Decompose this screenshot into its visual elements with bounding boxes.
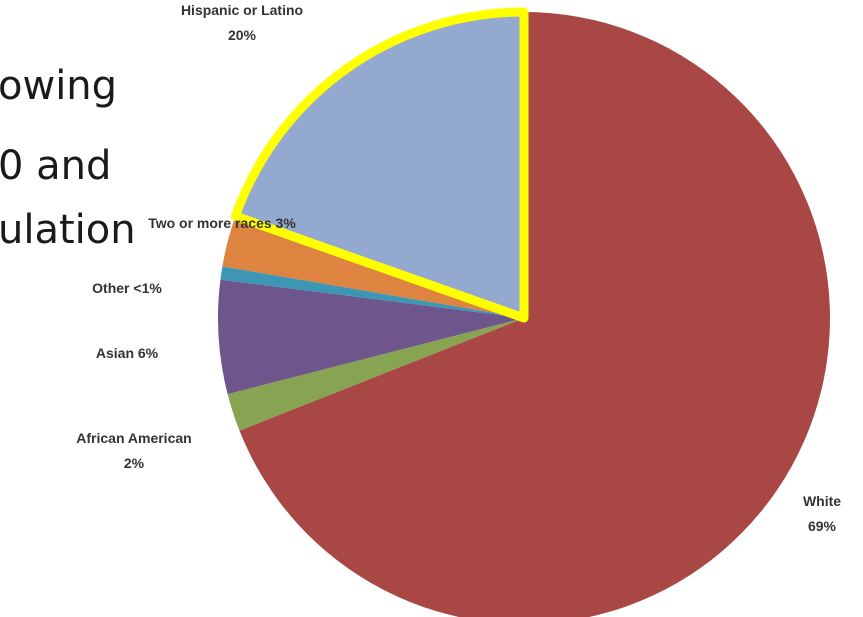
slice-label-line: African American bbox=[76, 430, 191, 446]
slice-label-line: 20% bbox=[228, 27, 257, 43]
pie-slices bbox=[218, 7, 830, 617]
slice-label-line: White bbox=[803, 493, 841, 509]
slice-label-white: White 69% bbox=[803, 493, 841, 534]
slice-label-two-or-more-races: Two or more races 3% bbox=[148, 215, 296, 231]
slice-label-line: 69% bbox=[808, 518, 837, 534]
background-text-line-3: ulation bbox=[0, 207, 136, 253]
slice-label-asian: Asian 6% bbox=[96, 345, 159, 361]
highlight-outline-hispanic-or-latino bbox=[230, 7, 529, 323]
pie-slice-other bbox=[220, 266, 524, 318]
pie-slice-asian bbox=[218, 279, 524, 395]
pie-slice-white bbox=[239, 12, 830, 617]
slice-label-line: Asian 6% bbox=[96, 345, 159, 361]
slice-label-hispanic-or-latino: Hispanic or Latino 20% bbox=[181, 2, 303, 43]
background-text-line-1: owing bbox=[0, 63, 118, 109]
pie-slice-african-american bbox=[227, 318, 524, 431]
slice-label-african-american: African American 2% bbox=[76, 430, 191, 471]
slice-label-line: Two or more races 3% bbox=[148, 215, 296, 231]
slice-label-line: 2% bbox=[124, 455, 145, 471]
slice-label-line: Other <1% bbox=[92, 280, 162, 296]
slice-label-other: Other <1% bbox=[92, 280, 162, 296]
slice-label-line: Hispanic or Latino bbox=[181, 2, 303, 18]
background-text-line-2: 0 and bbox=[0, 143, 112, 189]
pie-labels: White 69% African American 2% Asian 6% Other … bbox=[76, 2, 841, 534]
